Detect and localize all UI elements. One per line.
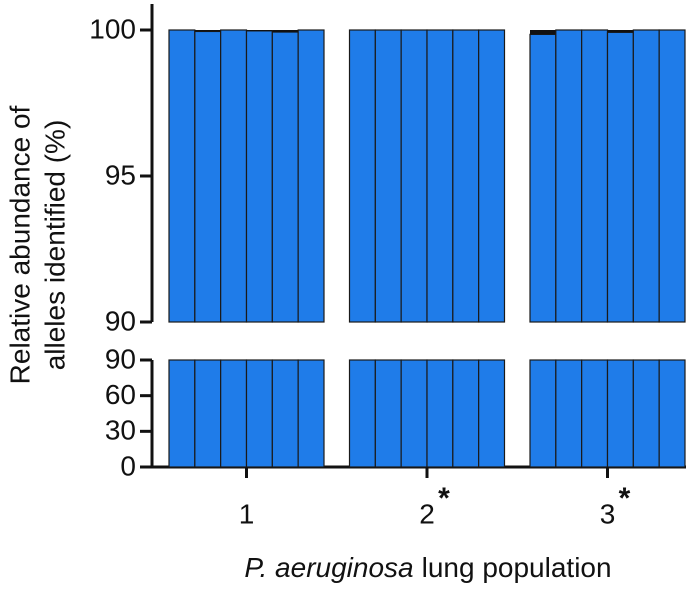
bar-segment — [168, 359, 196, 468]
bar-minor-segment — [607, 30, 634, 33]
bar-segment — [348, 359, 376, 468]
y-tick-label: 90 — [105, 305, 136, 336]
bar-segment — [245, 359, 273, 468]
bar-segment — [245, 30, 273, 323]
bar-segment — [400, 359, 428, 468]
bar-segment — [632, 29, 660, 323]
bar-segment — [348, 29, 376, 323]
bar-segment — [632, 359, 660, 468]
bar-segment — [220, 359, 248, 468]
bar-segment — [606, 359, 634, 468]
bar-segment — [529, 359, 557, 468]
bar-segment — [478, 29, 506, 323]
bar-segment — [194, 359, 222, 468]
y-tick-label: 60 — [105, 379, 136, 410]
bar-segment — [658, 29, 686, 323]
significance-mark: * — [438, 482, 450, 515]
bar-minor-segment — [246, 30, 273, 31]
bar-segment — [194, 30, 222, 323]
bar-segment — [478, 359, 506, 468]
y-tick-label: 30 — [105, 415, 136, 446]
bar-segment — [426, 29, 454, 323]
bar-segment — [658, 359, 686, 468]
bar-segment — [555, 359, 583, 468]
y-axis-label: Relative abundance of — [4, 105, 35, 384]
bar-segment — [581, 359, 609, 468]
x-tick-label: 3 — [600, 498, 616, 529]
bar-segment — [452, 359, 480, 468]
x-axis-label: P. aeruginosa lung population — [244, 552, 611, 583]
y-tick-label: 0 — [120, 450, 136, 481]
bar-segment — [168, 29, 196, 323]
bar-segment — [581, 29, 609, 323]
x-tick-label: 1 — [239, 498, 255, 529]
x-axis-label-plain: lung population — [422, 552, 612, 583]
bar-segment — [426, 359, 454, 468]
bar-segment — [271, 31, 299, 323]
significance-mark: * — [619, 482, 631, 515]
bar-segment — [297, 29, 325, 323]
y-axis-label: alleles identified (%) — [39, 120, 70, 371]
y-tick-label: 100 — [89, 13, 136, 44]
bar-segment — [297, 359, 325, 468]
bar-segment — [220, 29, 248, 323]
x-axis-label-italic: P. aeruginosa — [244, 552, 413, 583]
bar-segment — [374, 29, 402, 323]
bar-segment — [452, 29, 480, 323]
y-tick-label: 90 — [105, 343, 136, 374]
bar-segment — [374, 359, 402, 468]
bar-minor-segment — [530, 30, 556, 35]
bar-segment — [400, 29, 428, 323]
bar-segment — [555, 29, 583, 323]
y-tick-label: 95 — [105, 159, 136, 190]
x-tick-label: 2 — [419, 498, 435, 529]
bar-minor-segment — [194, 30, 221, 32]
bar-segment — [529, 33, 557, 323]
bar-segment — [606, 31, 634, 323]
bar-segment — [271, 359, 299, 468]
bar-minor-segment — [272, 30, 299, 33]
